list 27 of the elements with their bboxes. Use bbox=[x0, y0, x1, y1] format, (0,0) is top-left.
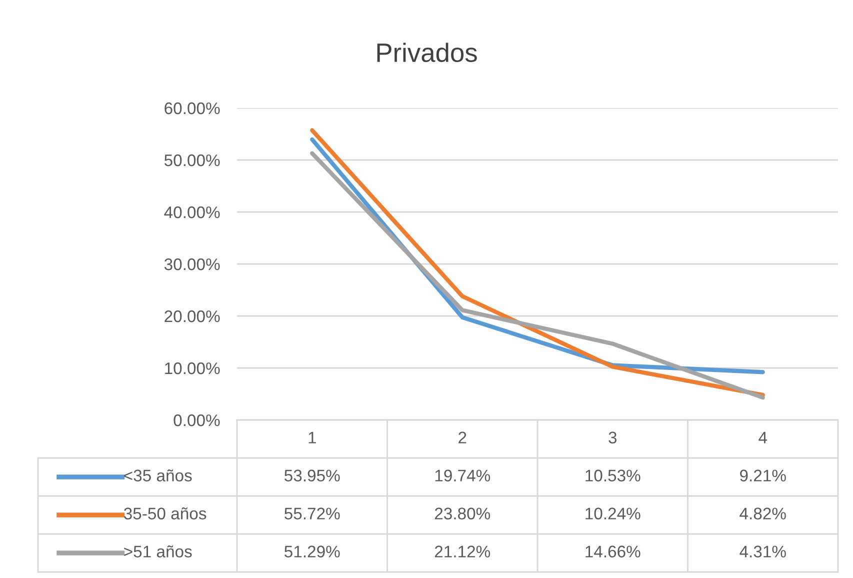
legend-label: 35-50 años bbox=[124, 507, 206, 520]
x-tick-label: 4 bbox=[758, 432, 768, 444]
data-label: 10.53% bbox=[586, 470, 640, 482]
y-tick-label: 20.00% bbox=[164, 310, 220, 322]
data-label: 9.21% bbox=[740, 470, 786, 482]
data-label: 21.12% bbox=[434, 546, 490, 558]
y-tick-label: 50.00% bbox=[164, 154, 220, 166]
data-label: 4.31% bbox=[740, 546, 786, 558]
y-tick-label: 0.00% bbox=[174, 414, 220, 426]
y-tick-label: 60.00% bbox=[164, 102, 220, 114]
data-label: 10.24% bbox=[586, 508, 640, 520]
y-tick-label: 10.00% bbox=[165, 362, 220, 374]
data-label: 14.66% bbox=[586, 546, 640, 558]
data-label: 23.80% bbox=[434, 508, 490, 520]
data-label: 53.95% bbox=[284, 470, 340, 482]
legend-label: <35 años bbox=[124, 469, 192, 482]
data-label: 51.29% bbox=[284, 546, 340, 558]
x-tick-label: 2 bbox=[458, 432, 466, 444]
legend-label: >51 años bbox=[124, 545, 192, 558]
chart-title: Privados bbox=[377, 42, 477, 62]
data-label: 19.74% bbox=[435, 470, 490, 482]
data-label: 4.82% bbox=[740, 508, 786, 520]
x-tick-label: 3 bbox=[608, 432, 617, 444]
x-tick-label: 1 bbox=[308, 432, 316, 444]
y-tick-label: 30.00% bbox=[164, 258, 220, 270]
data-label: 55.72% bbox=[284, 508, 340, 520]
y-tick-label: 40.00% bbox=[164, 206, 220, 218]
